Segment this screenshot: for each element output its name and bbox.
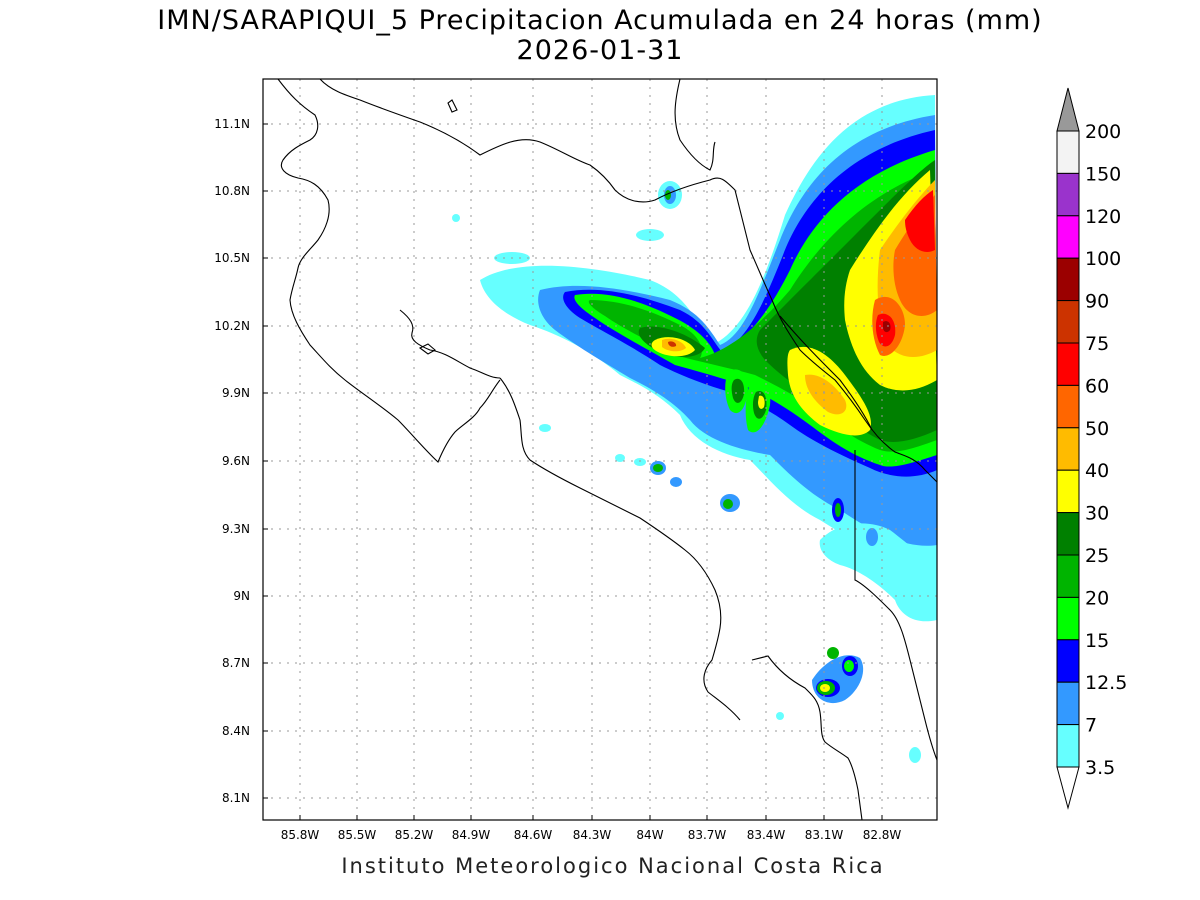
legend-swatch <box>1056 130 1080 174</box>
legend-swatch <box>1056 342 1080 386</box>
x-tick-label: 85.2W <box>395 828 434 842</box>
y-tick-label: 9.9N <box>222 386 250 400</box>
legend-label: 50 <box>1085 418 1109 440</box>
legend-top-arrow <box>1056 87 1080 132</box>
legend-swatch <box>1056 724 1080 768</box>
y-tick-label: 8.1N <box>222 791 250 805</box>
map-frame <box>262 78 938 821</box>
x-tick-label: 85.8W <box>281 828 320 842</box>
y-tick-label: 9.3N <box>222 522 250 536</box>
x-tick-label: 85.5W <box>338 828 377 842</box>
y-tick-label: 9.6N <box>222 454 250 468</box>
legend-swatch <box>1056 596 1080 641</box>
y-tick-label: 8.7N <box>222 656 250 670</box>
legend-label: 7 <box>1085 715 1097 737</box>
legend-label: 12.5 <box>1085 672 1127 694</box>
legend-swatch <box>1056 639 1080 683</box>
legend-label: 100 <box>1085 248 1121 270</box>
y-tick-label: 8.4N <box>222 724 250 738</box>
y-tick-label: 10.5N <box>214 251 250 265</box>
axis-tick-marks <box>263 123 883 820</box>
y-tick-label: 10.2N <box>214 319 250 333</box>
y-tick-label: 10.8N <box>214 184 250 198</box>
legend-swatch <box>1056 300 1080 344</box>
legend-label: 40 <box>1085 460 1109 482</box>
legend-label: 200 <box>1085 121 1121 143</box>
x-tick-label: 83.1W <box>805 828 844 842</box>
legend-swatch <box>1056 384 1080 429</box>
legend-label: 30 <box>1085 503 1109 525</box>
legend-label: 60 <box>1085 375 1109 397</box>
footer-credit: Instituto Meteorologico Nacional Costa R… <box>341 854 885 878</box>
legend-label: 20 <box>1085 587 1109 609</box>
map-title: IMN/SARAPIQUI_5 Precipitacion Acumulada … <box>157 5 1043 36</box>
legend-label: 75 <box>1085 333 1109 355</box>
legend-swatch <box>1056 172 1080 217</box>
x-tick-label: 83.7W <box>688 828 727 842</box>
legend-label: 90 <box>1085 291 1109 313</box>
legend-bottom-arrow <box>1056 766 1080 810</box>
x-tick-label: 84W <box>636 828 663 842</box>
legend-label: 25 <box>1085 545 1109 567</box>
precipitation-field <box>452 95 937 763</box>
x-tick-label: 84.6W <box>514 828 553 842</box>
legend-label: 150 <box>1085 163 1121 185</box>
legend-swatch <box>1056 554 1080 598</box>
map-date: 2026-01-31 <box>516 35 684 66</box>
legend-label: 3.5 <box>1085 757 1115 779</box>
legend-label: 120 <box>1085 206 1121 228</box>
legend-swatch <box>1056 427 1080 471</box>
x-tick-label: 82.8W <box>863 828 902 842</box>
color-bar-legend: 200 150 120 100 90 75 60 50 40 30 25 20 15 12.5 7 3.5 <box>1056 87 1127 810</box>
x-tick-label: 84.9W <box>452 828 491 842</box>
y-tick-label: 9N <box>233 589 250 603</box>
coastline <box>277 79 937 820</box>
x-tick-label: 84.3W <box>573 828 612 842</box>
x-tick-label: 83.4W <box>747 828 786 842</box>
y-tick-label: 11.1N <box>214 117 250 131</box>
legend-swatch <box>1056 681 1080 726</box>
legend-swatch <box>1056 257 1080 302</box>
legend-swatch <box>1056 215 1080 259</box>
legend-label: 15 <box>1085 630 1109 652</box>
grid-lines <box>263 79 937 820</box>
x-axis-labels: 85.8W 85.5W 85.2W 84.9W 84.6W 84.3W 84W … <box>281 828 902 842</box>
legend-swatch <box>1056 512 1080 556</box>
y-axis-labels: 11.1N 10.8N 10.5N 10.2N 9.9N 9.6N 9.3N 9… <box>214 117 250 805</box>
legend-swatch <box>1056 469 1080 514</box>
